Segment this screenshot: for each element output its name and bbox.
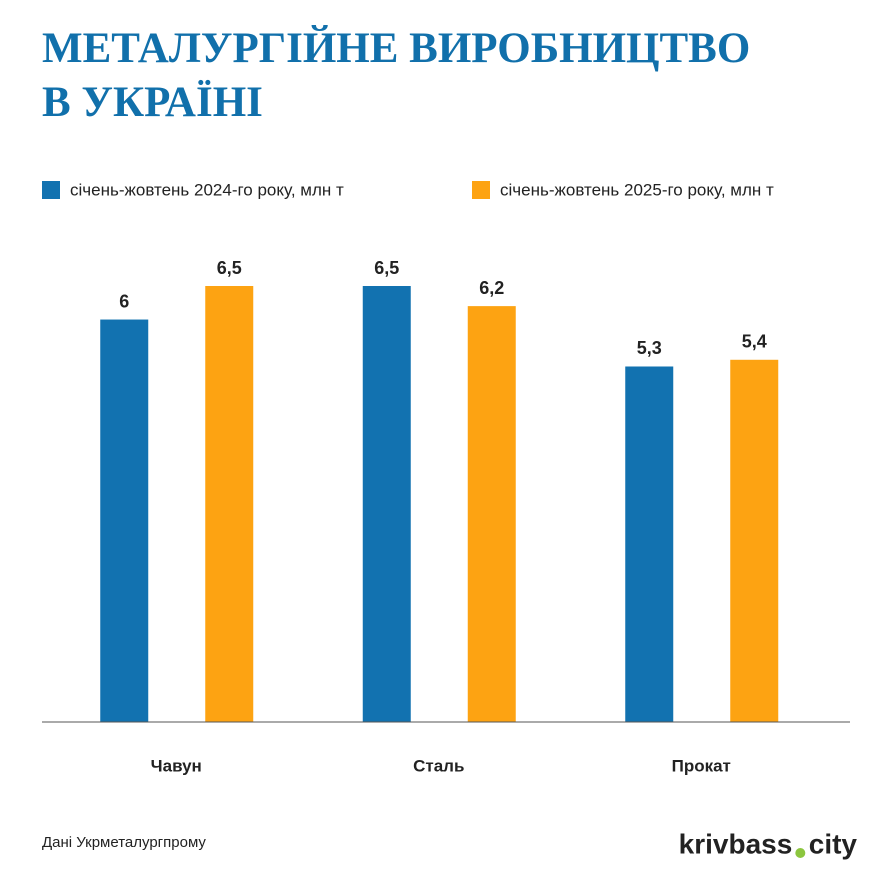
legend-swatch (472, 181, 490, 199)
bar (467, 306, 516, 722)
x-tick-label: Сталь (413, 756, 464, 775)
brand: krivbass (679, 828, 793, 859)
x-tick-label: Прокат (672, 756, 731, 775)
brand: city (809, 828, 858, 859)
x-tick-label: Чавун (151, 756, 202, 775)
value-label: 6,5 (217, 258, 242, 278)
legend-label: січень-жовтень 2024-го року, млн т (70, 180, 344, 199)
bar (625, 366, 674, 722)
bar (100, 319, 149, 722)
value-label: 6,5 (374, 258, 399, 278)
source: Дані Укрметалургпрому (42, 834, 206, 851)
bar (362, 286, 411, 722)
value-label: 6 (119, 291, 129, 311)
brand-dot (795, 848, 806, 858)
legend-swatch (42, 181, 60, 199)
bar (205, 286, 254, 722)
value-label: 6,2 (479, 278, 504, 298)
value-label: 5,3 (637, 338, 662, 358)
legend-label: січень-жовтень 2025-го року, млн т (500, 180, 774, 199)
chart-title: МЕТАЛУРГІЙНЕ ВИРОБНИЦТВО В УКРАЇНІ (42, 25, 751, 126)
value-label: 5,4 (742, 332, 767, 352)
bar (730, 359, 779, 722)
